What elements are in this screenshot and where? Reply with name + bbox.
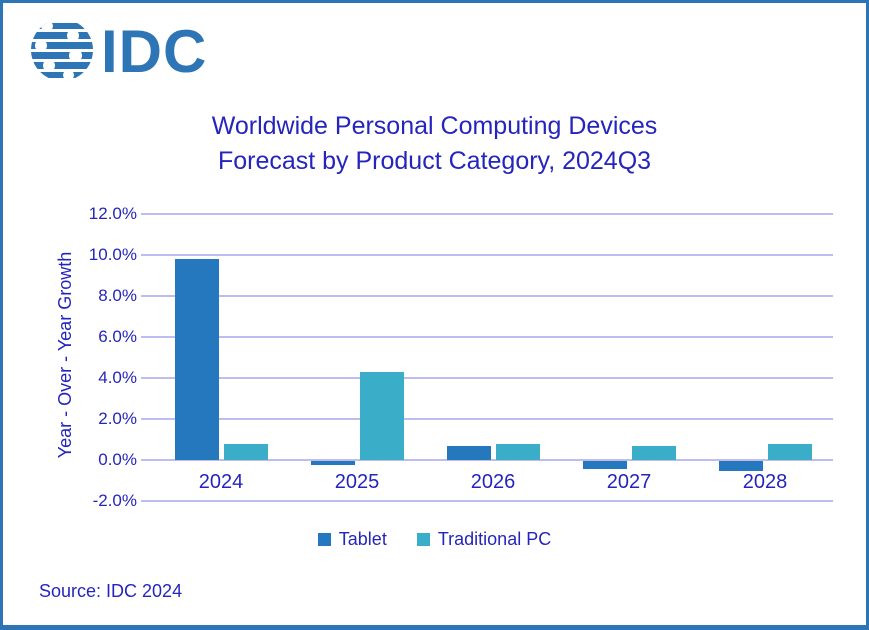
x-axis-label: 2025 [334, 471, 380, 493]
bar-traditional-pc-2025 [359, 371, 404, 460]
idc-logo-text: IDC [101, 18, 207, 85]
gridline [153, 295, 833, 297]
y-axis-tick [141, 459, 153, 461]
y-axis-tick-label: 0.0% [98, 450, 137, 469]
plot-area: 12.0% 10.0% 8.0% 6.0% 4.0% 2.0% 0.0% -2.0% 2024 2… [89, 204, 833, 510]
gridline [153, 254, 833, 256]
idc-logo: IDC [31, 18, 207, 85]
legend: Tablet Traditional PC [3, 529, 866, 550]
idc-globe-icon [31, 21, 93, 80]
chart-title-line1: Worldwide Personal Computing Devices [211, 112, 658, 140]
bar-traditional-pc-2027 [631, 445, 676, 460]
gridline [153, 336, 833, 338]
gridline [153, 500, 833, 502]
gridline [153, 418, 833, 420]
bar-tablet-2024 [174, 259, 219, 460]
gridline [153, 213, 833, 215]
y-axis-tick [141, 254, 153, 256]
y-axis-tick-label: 10.0% [88, 245, 137, 264]
bar-tablet-2025 [310, 461, 355, 466]
y-axis-tick [141, 418, 153, 420]
gridline [153, 459, 833, 461]
y-axis-tick-label: 2.0% [98, 409, 137, 428]
bar-traditional-pc-2024 [223, 443, 268, 460]
chart-title-line2: Forecast by Product Category, 2024Q3 [217, 147, 652, 175]
y-axis-tick [141, 377, 153, 379]
legend-item-tablet: Tablet [317, 529, 387, 550]
y-axis-tick [141, 336, 153, 338]
y-axis-tick [141, 295, 153, 297]
bar-traditional-pc-2028 [767, 443, 812, 460]
legend-label: Tablet [338, 529, 387, 549]
y-axis-tick-label: 12.0% [88, 204, 137, 223]
x-axis-label: 2028 [742, 471, 788, 493]
y-axis-tick-label: 4.0% [98, 368, 137, 387]
bar-traditional-pc-2026 [495, 443, 540, 460]
y-axis-tick-label: 8.0% [98, 286, 137, 305]
gridline [153, 377, 833, 379]
x-axis-label: 2024 [198, 471, 244, 493]
bar-tablet-2028 [718, 461, 763, 472]
legend-label: Traditional PC [437, 529, 552, 549]
y-axis-tick-label: -2.0% [92, 491, 137, 510]
x-axis-label: 2027 [606, 471, 652, 493]
x-axis-label: 2026 [470, 471, 516, 493]
y-axis-tick [141, 213, 153, 215]
source-note: Source: IDC 2024 [39, 581, 183, 601]
bar-tablet-2026 [446, 445, 491, 460]
y-axis-tick-label: 6.0% [98, 327, 137, 346]
y-axis-tick [141, 500, 153, 502]
legend-swatch-icon [317, 533, 331, 546]
chart-title: Worldwide Personal Computing Devices For… [3, 109, 866, 179]
bar-tablet-2027 [582, 461, 627, 470]
legend-item-traditional-pc: Traditional PC [416, 529, 552, 550]
legend-swatch-icon [416, 533, 430, 546]
